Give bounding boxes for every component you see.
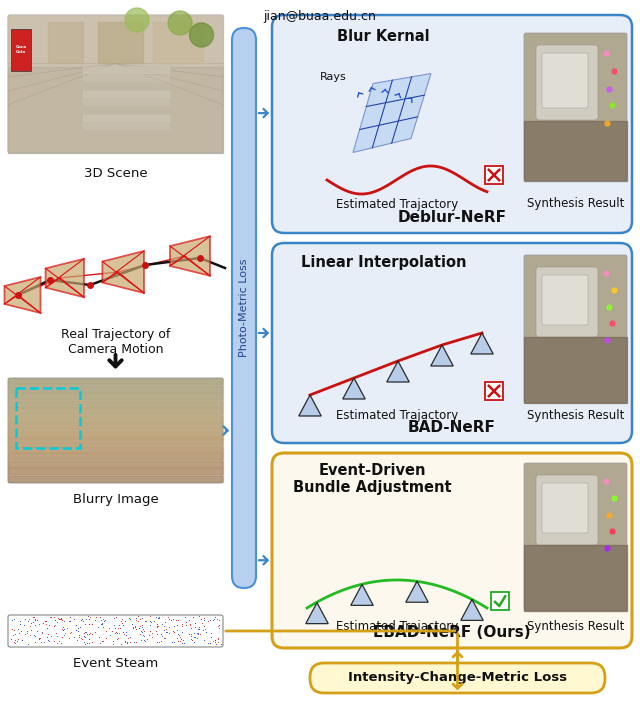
Text: Synthesis Result: Synthesis Result xyxy=(527,409,624,422)
Text: Event-Driven
Bundle Adjustment: Event-Driven Bundle Adjustment xyxy=(294,463,452,496)
Text: Rays: Rays xyxy=(320,72,347,82)
Polygon shape xyxy=(431,345,453,366)
Polygon shape xyxy=(170,236,210,276)
Text: Intensity-Change-Metric Loss: Intensity-Change-Metric Loss xyxy=(348,672,567,684)
FancyBboxPatch shape xyxy=(542,275,588,325)
FancyBboxPatch shape xyxy=(272,453,632,648)
FancyBboxPatch shape xyxy=(542,483,588,533)
Polygon shape xyxy=(351,585,373,605)
Polygon shape xyxy=(306,602,328,624)
FancyBboxPatch shape xyxy=(524,255,627,403)
FancyBboxPatch shape xyxy=(8,15,223,153)
FancyBboxPatch shape xyxy=(11,29,31,71)
FancyBboxPatch shape xyxy=(232,28,256,588)
Polygon shape xyxy=(461,600,483,620)
Text: Blur Kernal: Blur Kernal xyxy=(337,29,430,44)
FancyBboxPatch shape xyxy=(272,15,632,233)
FancyBboxPatch shape xyxy=(542,53,588,108)
Text: Photo-Metric Loss: Photo-Metric Loss xyxy=(239,259,249,357)
Text: Blurry Image: Blurry Image xyxy=(72,493,158,506)
FancyBboxPatch shape xyxy=(485,166,503,184)
FancyBboxPatch shape xyxy=(272,243,632,443)
Circle shape xyxy=(125,8,149,32)
FancyBboxPatch shape xyxy=(524,33,627,181)
Text: Estimated Trajactory: Estimated Trajactory xyxy=(336,198,458,211)
Text: Linear Interpolation: Linear Interpolation xyxy=(301,255,467,270)
Polygon shape xyxy=(343,378,365,399)
Polygon shape xyxy=(471,333,493,354)
Text: Estimated Trajactory: Estimated Trajactory xyxy=(336,620,458,633)
Polygon shape xyxy=(353,74,431,153)
Text: Deblur-NeRF: Deblur-NeRF xyxy=(397,210,506,225)
Polygon shape xyxy=(387,361,409,382)
Text: Synthesis Result: Synthesis Result xyxy=(527,620,624,633)
Polygon shape xyxy=(102,251,144,293)
FancyBboxPatch shape xyxy=(8,378,223,483)
Polygon shape xyxy=(45,259,84,297)
Text: 3D Scene: 3D Scene xyxy=(84,167,147,180)
Text: Coca
Cola: Coca Cola xyxy=(15,45,26,54)
Text: BAD-NeRF: BAD-NeRF xyxy=(408,420,496,435)
FancyBboxPatch shape xyxy=(485,382,503,400)
Circle shape xyxy=(168,11,192,35)
FancyBboxPatch shape xyxy=(536,45,598,120)
Polygon shape xyxy=(406,581,428,602)
Text: Synthesis Result: Synthesis Result xyxy=(527,197,624,210)
Polygon shape xyxy=(299,395,321,416)
FancyBboxPatch shape xyxy=(524,463,627,611)
FancyBboxPatch shape xyxy=(8,615,223,647)
Text: jian@buaa.edu.cn: jian@buaa.edu.cn xyxy=(264,10,376,23)
Text: Real Trajectory of
Camera Motion: Real Trajectory of Camera Motion xyxy=(61,328,170,356)
Text: Estimated Trajactory: Estimated Trajactory xyxy=(336,409,458,422)
FancyBboxPatch shape xyxy=(536,267,598,337)
Text: Event Steam: Event Steam xyxy=(73,657,158,670)
Circle shape xyxy=(189,23,214,47)
FancyBboxPatch shape xyxy=(536,475,598,545)
FancyBboxPatch shape xyxy=(310,663,605,693)
Polygon shape xyxy=(4,277,40,313)
FancyBboxPatch shape xyxy=(491,592,509,610)
Text: EBAD-NeRF (Ours): EBAD-NeRF (Ours) xyxy=(373,625,531,640)
